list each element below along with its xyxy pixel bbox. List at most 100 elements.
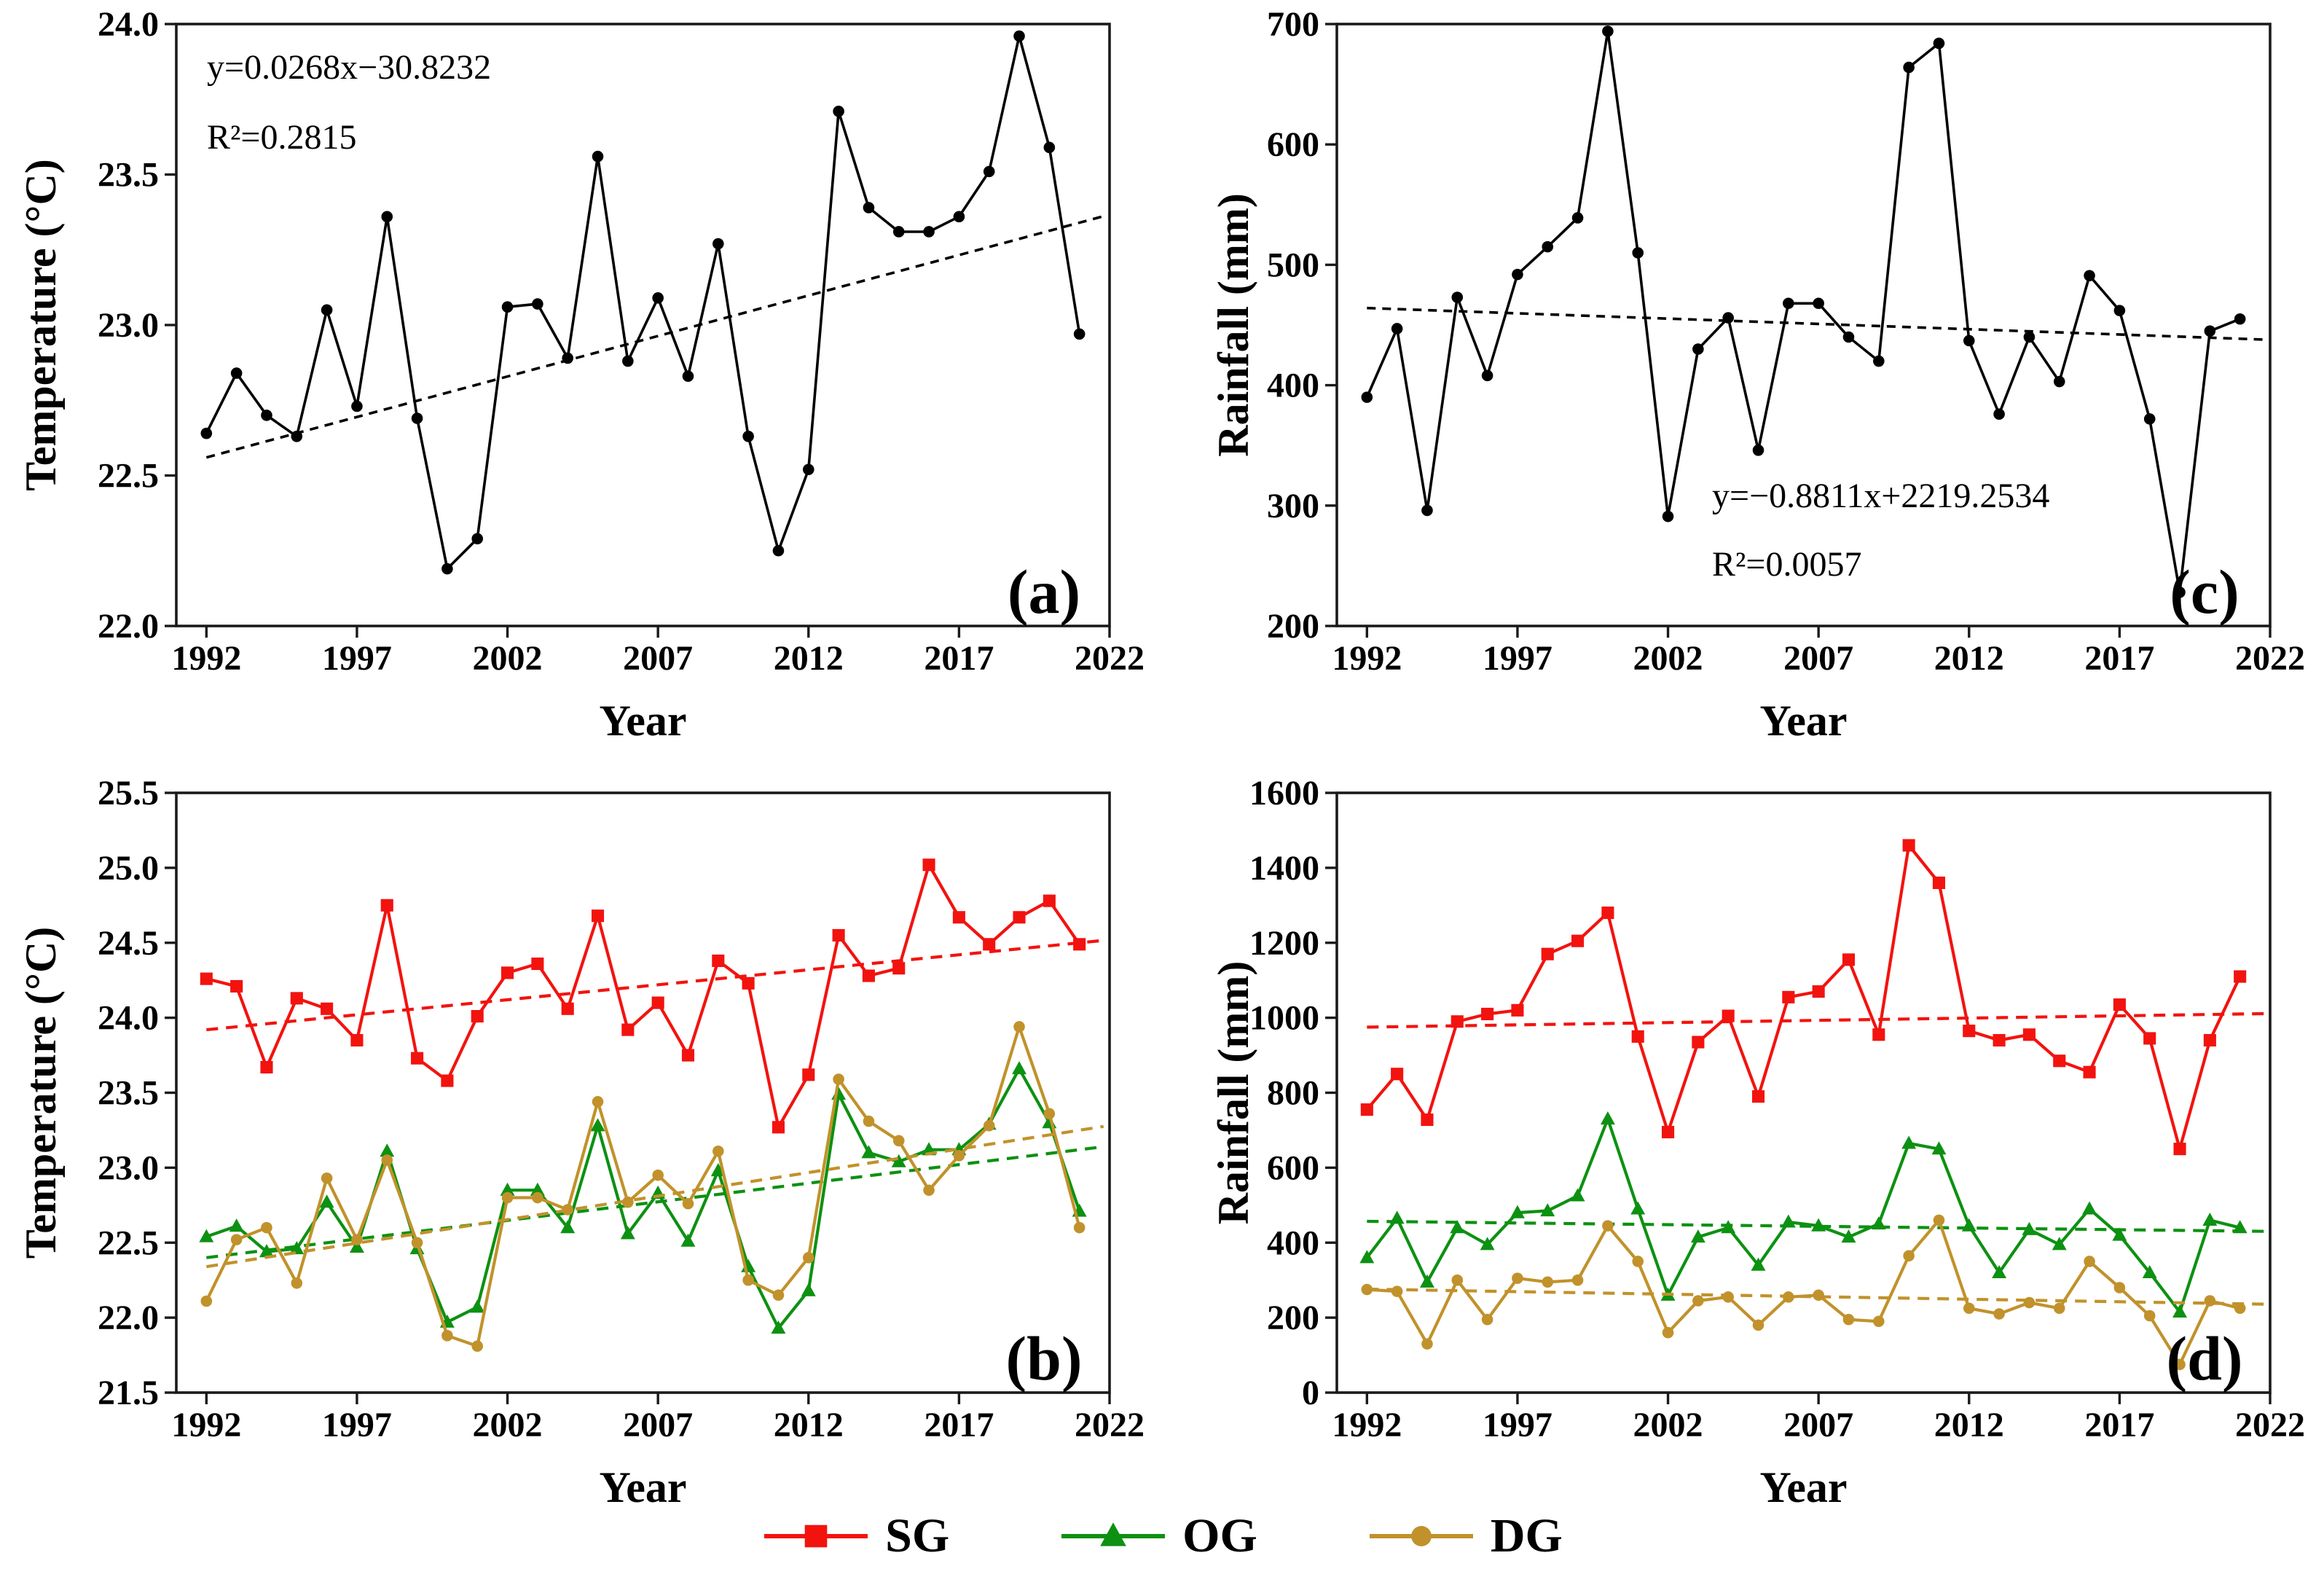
point-DG-2013	[833, 1073, 844, 1085]
panel-letter-a: (a)	[1008, 557, 1080, 627]
x-axis-title: Year	[1760, 1463, 1848, 1511]
y-tick-label: 24.0	[98, 5, 159, 44]
point-Annual rainfall-2014	[2023, 331, 2036, 343]
y-tick-label: 22.5	[98, 457, 159, 496]
trend-line-SG	[206, 939, 1104, 1032]
point-Annual mean temperature-2014	[863, 202, 875, 214]
point-Annual rainfall-2005	[1752, 445, 1764, 456]
x-tick-label: 2007	[623, 639, 693, 678]
point-DG-2007	[1813, 1289, 1824, 1302]
point-DG-2010	[742, 1274, 754, 1286]
x-tick-label: 2012	[774, 1406, 844, 1444]
y-tick-label: 24.0	[98, 999, 159, 1038]
point-SG-1996	[1481, 1007, 1494, 1021]
point-SG-1999	[1571, 934, 1585, 947]
point-Annual rainfall-2015	[2053, 375, 2065, 388]
point-SG-2001	[1631, 1030, 1644, 1043]
point-DG-2005	[592, 1096, 604, 1108]
point-SG-2004	[1722, 1009, 1735, 1022]
point-DG-2005	[1752, 1319, 1764, 1331]
x-tick-label: 2007	[1783, 639, 1853, 678]
point-OG-2019	[1012, 1061, 1027, 1075]
point-Annual mean temperature-2002	[501, 301, 514, 313]
point-OG-1996	[1480, 1237, 1495, 1250]
point-Annual rainfall-2013	[1993, 408, 2005, 420]
point-Annual rainfall-2011	[1933, 37, 1945, 50]
point-OG-2006	[620, 1226, 635, 1240]
point-SG-2016	[922, 858, 935, 872]
point-DG-2004	[562, 1204, 573, 1216]
x-tick-label: 1992	[171, 1406, 241, 1444]
point-DG-2012	[802, 1252, 814, 1264]
legend-item-dg: DG	[1367, 1512, 1563, 1560]
y-tick-label: 22.5	[98, 1224, 159, 1262]
point-Annual rainfall-1992	[1361, 391, 1373, 403]
point-Annual mean temperature-1995	[291, 431, 303, 442]
point-DG-2018	[983, 1119, 995, 1132]
y-tick-label: 21.5	[98, 1374, 159, 1412]
point-SG-2018	[983, 938, 996, 951]
point-Annual rainfall-2001	[1632, 247, 1644, 259]
point-SG-2002	[1661, 1125, 1675, 1139]
point-OG-2011	[1931, 1141, 1947, 1155]
point-Annual rainfall-2019	[2174, 586, 2186, 598]
plot-frame-c	[1335, 23, 2272, 627]
point-SG-2009	[1872, 1028, 1885, 1041]
point-Annual mean temperature-2016	[923, 226, 935, 238]
trend-line-Annual rainfall	[1367, 306, 2264, 341]
point-DG-2010	[1903, 1250, 1915, 1262]
point-SG-2008	[1842, 953, 1856, 966]
point-Annual mean temperature-2015	[892, 226, 905, 238]
point-Annual rainfall-2018	[2143, 413, 2156, 425]
point-OG-1992	[1359, 1250, 1375, 1264]
panel-b: 1992 1997 2002 2007 2012 2017 2022 21.5 22.0 22.5…	[17, 774, 1145, 1511]
point-Annual mean temperature-2010	[742, 431, 754, 442]
point-OG-2016	[2082, 1201, 2097, 1215]
point-Annual rainfall-2000	[1602, 26, 1614, 37]
point-SG-2020	[1043, 894, 1056, 907]
y-tick-label: 24.5	[98, 924, 159, 963]
panel-letter-b: (b)	[1005, 1323, 1082, 1393]
plot-frame-a	[175, 23, 1111, 627]
point-OG-1997	[349, 1239, 364, 1253]
point-SG-2013	[832, 928, 845, 942]
point-DG-1994	[261, 1221, 272, 1234]
point-OG-2021	[2232, 1220, 2248, 1234]
point-OG-2005	[1751, 1257, 1766, 1271]
y-tick-label: 700	[1267, 5, 1319, 44]
point-DG-2016	[923, 1184, 935, 1197]
point-Annual rainfall-2006	[1783, 297, 1794, 310]
point-SG-2019	[1013, 911, 1026, 924]
point-Annual mean temperature-2012	[802, 463, 814, 476]
point-DG-1997	[1512, 1272, 1523, 1284]
point-OG-1999	[1570, 1188, 1585, 1202]
point-DG-2002	[1662, 1326, 1674, 1339]
point-SG-2018	[2143, 1032, 2156, 1045]
point-DG-2016	[2084, 1256, 2095, 1267]
point-Annual rainfall-2008	[1842, 331, 1855, 343]
point-SG-1998	[380, 899, 393, 912]
point-Annual rainfall-2021	[2234, 313, 2246, 325]
point-Annual mean temperature-2000	[441, 563, 453, 575]
point-Annual rainfall-2007	[1813, 297, 1824, 310]
point-SG-2017	[952, 911, 965, 924]
point-Annual mean temperature-1999	[411, 412, 423, 424]
point-Annual mean temperature-2007	[652, 292, 664, 304]
point-Annual rainfall-2010	[1903, 61, 1915, 74]
legend-marker-dg	[1410, 1526, 1432, 1546]
point-OG-2004	[560, 1220, 576, 1234]
point-Annual rainfall-1999	[1571, 212, 1584, 224]
point-DG-2009	[712, 1145, 724, 1157]
y-tick-label: 1400	[1249, 849, 1319, 888]
point-SG-1994	[1421, 1113, 1434, 1127]
panel-letter-c: (c)	[2170, 557, 2239, 627]
point-SG-1997	[350, 1033, 364, 1047]
point-SG-1999	[411, 1052, 424, 1065]
point-DG-2002	[501, 1191, 514, 1204]
series-line-SG	[205, 863, 1081, 1129]
x-tick-label: 2012	[774, 639, 844, 678]
point-OG-1998	[380, 1143, 395, 1157]
x-tick-label: 2012	[1934, 639, 2004, 678]
legend-item-sg: SG	[761, 1512, 949, 1560]
point-DG-1996	[1481, 1313, 1493, 1326]
